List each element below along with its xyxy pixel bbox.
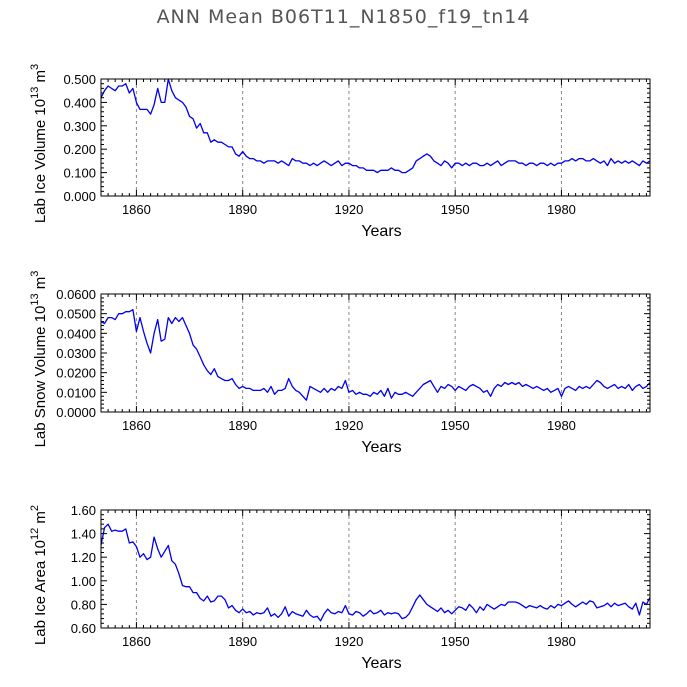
ice-area-y-tick-label: 1.00 (71, 574, 96, 589)
ice-volume-x-tick-label: 1950 (441, 202, 470, 217)
ice-volume-y-axis-title: Lab Ice Volume 1013 m3 (29, 64, 49, 223)
snow-volume-y-axis-title-part: 13 (29, 293, 41, 305)
ice-volume-y-tick-label: 0.100 (63, 166, 96, 181)
snow-volume-series-line (100, 309, 651, 401)
ice-volume-y-axis-title-part: m (32, 70, 49, 87)
ice-volume-x-axis-title: Years (361, 223, 401, 240)
ice-area-x-tick-label: 1860 (122, 634, 151, 649)
page-title: ANN Mean B06T11_N1850_f19_tn14 (156, 6, 531, 28)
snow-volume-x-axis-title: Years (361, 439, 401, 456)
ice-volume-y-tick-label: 0.000 (63, 189, 96, 204)
ice-area-x-tick-label: 1980 (547, 634, 576, 649)
ice-volume-x-tick-label: 1980 (547, 202, 576, 217)
ice-area-x-tick-label: 1920 (334, 634, 363, 649)
ice-area-y-tick-label: 1.60 (71, 503, 96, 518)
ice-area-series-line (100, 523, 651, 622)
snow-volume-y-tick-label: 0.0000 (56, 405, 96, 420)
ice-area-y-axis-title-part: 2 (29, 505, 41, 511)
ice-volume-y-axis-title-part: Lab Ice Volume 10 (32, 99, 49, 223)
ice-area-y-tick-label: 1.20 (71, 550, 96, 565)
ice-volume-x-tick-label: 1860 (122, 202, 151, 217)
ice-area-y-axis-title-part: 12 (29, 528, 41, 540)
snow-volume-x-tick-label: 1920 (334, 418, 363, 433)
ice-area-x-tick-label: 1950 (441, 634, 470, 649)
snow-volume-y-tick-label: 0.0200 (56, 366, 96, 381)
ice-volume-plot-frame (100, 78, 651, 197)
snow-volume-x-tick-label: 1980 (547, 418, 576, 433)
ice-area-y-tick-label: 0.80 (71, 597, 96, 612)
snow-volume-y-axis-title: Lab Snow Volume 1013 m3 (29, 271, 49, 448)
ice-area-x-tick-label: 1890 (228, 634, 257, 649)
ice-volume-y-tick-label: 0.200 (63, 142, 96, 157)
ice-area-plot-frame (100, 509, 651, 629)
snow-volume-x-tick-label: 1890 (228, 418, 257, 433)
ice-volume-x-tick-label: 1920 (334, 202, 363, 217)
snow-volume-y-tick-label: 0.0400 (56, 326, 96, 341)
ice-volume-y-tick-label: 0.500 (63, 72, 96, 87)
ice-volume-y-tick-label: 0.300 (63, 119, 96, 134)
snow-volume-x-tick-label: 1860 (122, 418, 151, 433)
ice-volume-y-tick-label: 0.400 (63, 95, 96, 110)
ice-area-y-axis-title: Lab Ice Area 1012 m2 (29, 505, 49, 645)
ice-area-y-axis-title-part: Lab Ice Area 10 (32, 540, 49, 645)
snow-volume-plot-frame (100, 293, 651, 413)
snow-volume-y-tick-label: 0.0300 (56, 346, 96, 361)
ice-volume-y-axis-title-part: 13 (29, 87, 41, 99)
ice-volume-x-tick-label: 1890 (228, 202, 257, 217)
ice-volume-series-line (100, 78, 651, 174)
snow-volume-y-axis-title-part: Lab Snow Volume 10 (32, 306, 49, 448)
snow-volume-y-tick-label: 0.0100 (56, 385, 96, 400)
ice-area-y-tick-label: 0.60 (71, 621, 96, 636)
snow-volume-y-axis-title-part: m (32, 277, 49, 294)
ice-volume-y-axis-title-part: 3 (29, 64, 41, 70)
ice-area-y-axis-title-part: m (32, 511, 49, 528)
snow-volume-x-tick-label: 1950 (441, 418, 470, 433)
snow-volume-y-axis-title-part: 3 (29, 271, 41, 277)
ice-area-y-tick-label: 1.40 (71, 527, 96, 542)
ice-area-x-axis-title: Years (361, 655, 401, 672)
snow-volume-y-tick-label: 0.0600 (56, 287, 96, 302)
snow-volume-y-tick-label: 0.0500 (56, 307, 96, 322)
